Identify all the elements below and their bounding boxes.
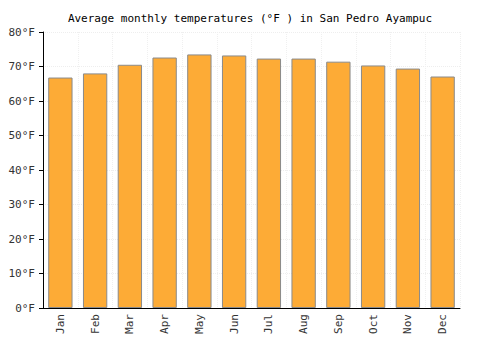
svg-text:20°F: 20°F bbox=[9, 233, 36, 246]
svg-text:Dec: Dec bbox=[436, 314, 449, 334]
svg-text:Feb: Feb bbox=[89, 314, 102, 334]
svg-text:10°F: 10°F bbox=[9, 267, 36, 280]
svg-text:Jun: Jun bbox=[228, 314, 241, 334]
svg-text:Oct: Oct bbox=[367, 314, 380, 334]
svg-text:Aug: Aug bbox=[297, 314, 310, 334]
svg-text:0°F: 0°F bbox=[15, 302, 35, 315]
svg-text:40°F: 40°F bbox=[9, 164, 36, 177]
svg-text:May: May bbox=[193, 314, 206, 334]
svg-text:80°F: 80°F bbox=[9, 26, 36, 39]
svg-text:Mar: Mar bbox=[123, 314, 136, 334]
svg-text:Jul: Jul bbox=[262, 314, 275, 334]
svg-text:30°F: 30°F bbox=[9, 198, 36, 211]
svg-text:60°F: 60°F bbox=[9, 95, 36, 108]
svg-text:Nov: Nov bbox=[401, 314, 414, 334]
svg-text:50°F: 50°F bbox=[9, 129, 36, 142]
svg-text:Sep: Sep bbox=[332, 314, 345, 334]
svg-text:Apr: Apr bbox=[158, 314, 171, 334]
svg-text:Average monthly temperatures (: Average monthly temperatures (°F ) in Sa… bbox=[68, 12, 432, 25]
svg-text:70°F: 70°F bbox=[9, 60, 36, 73]
svg-text:Jan: Jan bbox=[54, 314, 67, 334]
